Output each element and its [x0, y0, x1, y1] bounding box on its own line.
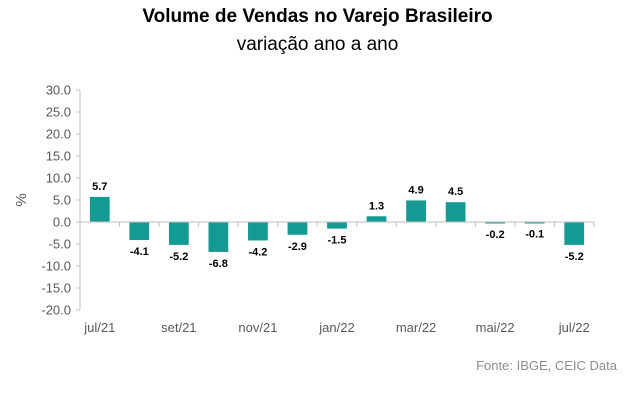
- data-label: -4.2: [248, 246, 267, 258]
- data-label: -2.9: [288, 241, 307, 253]
- bar: [89, 196, 110, 222]
- x-tick-label: jul/21: [83, 320, 115, 335]
- y-tick-label: -15.0: [41, 281, 71, 296]
- y-tick-label: 5.0: [53, 193, 71, 208]
- data-label: -0.1: [525, 228, 544, 240]
- data-label: -4.1: [130, 246, 149, 258]
- y-axis-title: %: [13, 193, 30, 206]
- x-tick-label: set/21: [161, 320, 196, 335]
- bar: [168, 222, 189, 245]
- data-labels-group: 5.7 -4.1 -5.2 -6.8 -4.2 -2.9 -1.5 1.3 4.9 4.5 -0.2…: [92, 181, 584, 270]
- data-label: -0.2: [486, 229, 505, 241]
- data-label: -5.2: [169, 251, 188, 263]
- y-axis: 30.0 25.0 20.0 15.0 10.0 5.0 0.0 -5.0 -10.0 -15.0…: [41, 83, 81, 318]
- chart-subtitle: variação ano a ano: [236, 34, 399, 55]
- y-tick-label: -5.0: [49, 237, 71, 252]
- data-label: -5.2: [565, 251, 584, 263]
- bars-group: [89, 196, 585, 252]
- y-tick-label: -10.0: [41, 259, 71, 274]
- bar: [524, 222, 545, 224]
- bar: [287, 222, 308, 235]
- bar: [445, 202, 466, 222]
- x-tick-label: nov/21: [238, 320, 277, 335]
- x-tick-label: mai/22: [476, 320, 515, 335]
- data-label: 1.3: [369, 200, 384, 212]
- data-label: -1.5: [328, 235, 347, 247]
- data-label: 4.5: [448, 186, 463, 198]
- bar: [129, 222, 150, 241]
- bar: [208, 222, 229, 252]
- x-axis: jul/21 set/21 nov/21 jan/22 mar/22 mai/22 jul/…: [79, 221, 595, 335]
- data-label: -6.8: [209, 258, 228, 270]
- x-tick-label: mar/22: [396, 320, 436, 335]
- y-tick-label: 15.0: [46, 149, 71, 164]
- y-tick-label: 20.0: [46, 127, 71, 142]
- y-tick-label: 0.0: [53, 215, 71, 230]
- x-tick-label: jul/22: [558, 320, 590, 335]
- bar: [248, 222, 268, 241]
- bar: [485, 222, 506, 224]
- bar: [366, 216, 387, 222]
- y-tick-label: 10.0: [46, 171, 71, 186]
- y-tick-label: -20.0: [41, 303, 71, 318]
- y-tick-label: 25.0: [46, 105, 71, 120]
- data-label: 5.7: [92, 181, 107, 193]
- bar: [406, 200, 426, 222]
- source-note: Fonte: IBGE, CEIC Data: [476, 358, 617, 373]
- x-tick-label: jan/22: [318, 320, 354, 335]
- chart-title: Volume de Vendas no Varejo Brasileiro: [142, 6, 493, 27]
- y-tick-label: 30.0: [46, 83, 71, 98]
- bar: [327, 222, 347, 229]
- bar: [564, 222, 585, 245]
- data-label: 4.9: [408, 184, 423, 196]
